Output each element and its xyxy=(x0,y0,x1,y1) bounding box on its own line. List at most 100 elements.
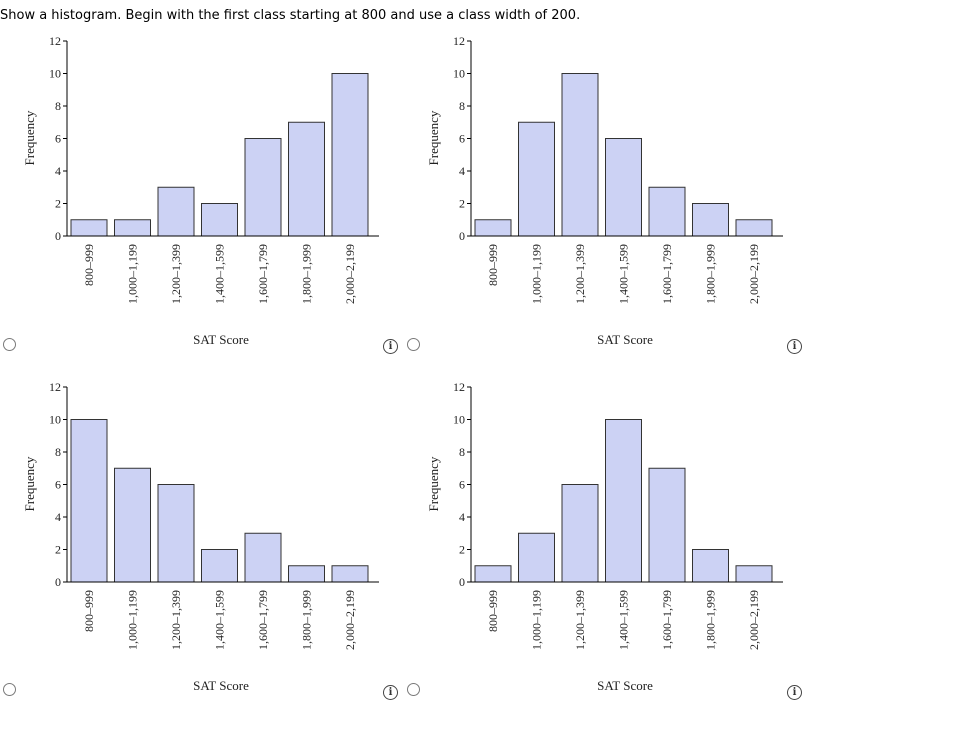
option-c-radio[interactable] xyxy=(3,683,16,696)
chart-b-bar xyxy=(735,219,773,237)
chart-a-bar xyxy=(244,138,282,237)
chart-b-xtick-label: 1,000–1,199 xyxy=(530,244,544,304)
chart-b-ytick-label: 0 xyxy=(459,229,465,243)
chart-a-xtick-label: 1,200–1,399 xyxy=(169,244,183,304)
chart-b-ylabel: Frequency xyxy=(426,110,441,165)
chart-d-xtick-label: 1,000–1,199 xyxy=(530,590,544,650)
chart-d-ylabel: Frequency xyxy=(426,456,441,511)
chart-a-bar xyxy=(288,121,325,237)
chart-a-ytick-label: 2 xyxy=(55,197,61,211)
chart-d-ytick-label: 8 xyxy=(459,445,465,459)
chart-d-bar xyxy=(735,565,773,583)
chart-b-xtick-label: 1,600–1,799 xyxy=(660,244,674,304)
chart-b-xlabel: SAT Score xyxy=(597,332,653,347)
chart-d-bar xyxy=(605,419,642,583)
chart-c-xtick-label: 1,600–1,799 xyxy=(256,590,270,650)
chart-b-bar xyxy=(561,73,599,237)
chart-d-bar xyxy=(518,532,555,583)
chart-c-xtick-label: 1,800–1,999 xyxy=(300,590,314,650)
chart-b-ytick-label: 12 xyxy=(453,34,465,48)
chart-b-xtick-label: 1,800–1,999 xyxy=(704,244,718,304)
chart-d-bar xyxy=(692,549,729,583)
chart-c-xtick-label: 800–999 xyxy=(82,590,96,632)
chart-a-ytick-label: 8 xyxy=(55,99,61,113)
chart-c-ytick-label: 2 xyxy=(55,543,61,557)
option-c-info-icon[interactable]: i xyxy=(383,685,398,700)
chart-b-ytick-label: 10 xyxy=(453,67,465,81)
chart-b-xtick-label: 1,200–1,399 xyxy=(573,244,587,304)
chart-b-xtick-label: 1,400–1,599 xyxy=(617,244,631,304)
chart-b-xtick-label: 2,000–2,199 xyxy=(747,244,761,304)
chart-d-xlabel: SAT Score xyxy=(597,678,653,693)
chart-d-ytick-label: 6 xyxy=(459,478,465,492)
chart-c-xtick-label: 2,000–2,199 xyxy=(343,590,357,650)
chart-a-bar xyxy=(157,186,195,237)
chart-c-bar xyxy=(331,565,369,583)
chart-a-xtick-label: 2,000–2,199 xyxy=(343,244,357,304)
chart-d-ytick-label: 2 xyxy=(459,543,465,557)
chart-c-ytick-label: 6 xyxy=(55,478,61,492)
chart-a-ytick-label: 12 xyxy=(49,34,61,48)
chart-d-ytick-label: 4 xyxy=(459,510,465,524)
chart-a-ytick-label: 6 xyxy=(55,132,61,146)
chart-c-ytick-label: 0 xyxy=(55,575,61,589)
chart-b-xtick-label: 800–999 xyxy=(486,244,500,286)
chart-b-bar xyxy=(605,138,642,237)
chart-c-bar xyxy=(157,484,195,583)
chart-a-ytick-label: 4 xyxy=(55,164,61,178)
chart-b-bar xyxy=(518,121,555,237)
chart-b-ytick-label: 2 xyxy=(459,197,465,211)
chart-b-bar xyxy=(692,203,729,237)
chart-d-xtick-label: 1,200–1,399 xyxy=(573,590,587,650)
chart-b-bar xyxy=(474,219,512,237)
option-b-radio[interactable] xyxy=(407,338,420,351)
chart-c-xtick-label: 1,200–1,399 xyxy=(169,590,183,650)
chart-d-ytick-label: 12 xyxy=(453,380,465,394)
chart-c-ytick-label: 4 xyxy=(55,510,61,524)
chart-b-ytick-label: 4 xyxy=(459,164,465,178)
chart-a-bar xyxy=(114,219,151,237)
option-a-radio[interactable] xyxy=(3,338,16,351)
chart-c-bar xyxy=(244,532,282,583)
chart-a-ylabel: Frequency xyxy=(22,110,37,165)
chart-b-ytick-label: 8 xyxy=(459,99,465,113)
option-b-info-icon[interactable]: i xyxy=(787,339,802,354)
chart-d-xtick-label: 1,400–1,599 xyxy=(617,590,631,650)
chart-d-xtick-label: 800–999 xyxy=(486,590,500,632)
chart-c-xtick-label: 1,400–1,599 xyxy=(213,590,227,650)
chart-b-ytick-label: 6 xyxy=(459,132,465,146)
chart-a-xtick-label: 1,800–1,999 xyxy=(300,244,314,304)
chart-a-bar xyxy=(331,73,369,237)
chart-d-bar xyxy=(648,467,686,583)
chart-d-bar xyxy=(561,484,599,583)
chart-d-xtick-label: 2,000–2,199 xyxy=(747,590,761,650)
chart-a-ytick-label: 0 xyxy=(55,229,61,243)
option-d-info-icon[interactable]: i xyxy=(787,685,802,700)
chart-c-ytick-label: 12 xyxy=(49,380,61,394)
chart-a-xtick-label: 1,400–1,599 xyxy=(213,244,227,304)
chart-a-xtick-label: 1,600–1,799 xyxy=(256,244,270,304)
chart-c-bar xyxy=(288,565,325,583)
chart-c-xlabel: SAT Score xyxy=(193,678,249,693)
chart-a-bar xyxy=(70,219,108,237)
chart-a-xlabel: SAT Score xyxy=(193,332,249,347)
chart-a-ytick-label: 10 xyxy=(49,67,61,81)
chart-a-xtick-label: 800–999 xyxy=(82,244,96,286)
chart-c-ytick-label: 10 xyxy=(49,413,61,427)
chart-c-xtick-label: 1,000–1,199 xyxy=(126,590,140,650)
option-a-info-icon[interactable]: i xyxy=(383,339,398,354)
chart-d-ytick-label: 10 xyxy=(453,413,465,427)
chart-c-bar xyxy=(201,549,238,583)
chart-c-ytick-label: 8 xyxy=(55,445,61,459)
chart-c-ylabel: Frequency xyxy=(22,456,37,511)
question-prompt: Show a histogram. Begin with the first c… xyxy=(0,8,581,23)
chart-a-xtick-label: 1,000–1,199 xyxy=(126,244,140,304)
chart-a-bar xyxy=(201,203,238,237)
chart-d-xtick-label: 1,800–1,999 xyxy=(704,590,718,650)
chart-d-bar xyxy=(474,565,512,583)
chart-b-bar xyxy=(648,186,686,237)
chart-c-bar xyxy=(70,419,108,583)
chart-c-bar xyxy=(114,467,151,583)
option-d-radio[interactable] xyxy=(407,683,420,696)
